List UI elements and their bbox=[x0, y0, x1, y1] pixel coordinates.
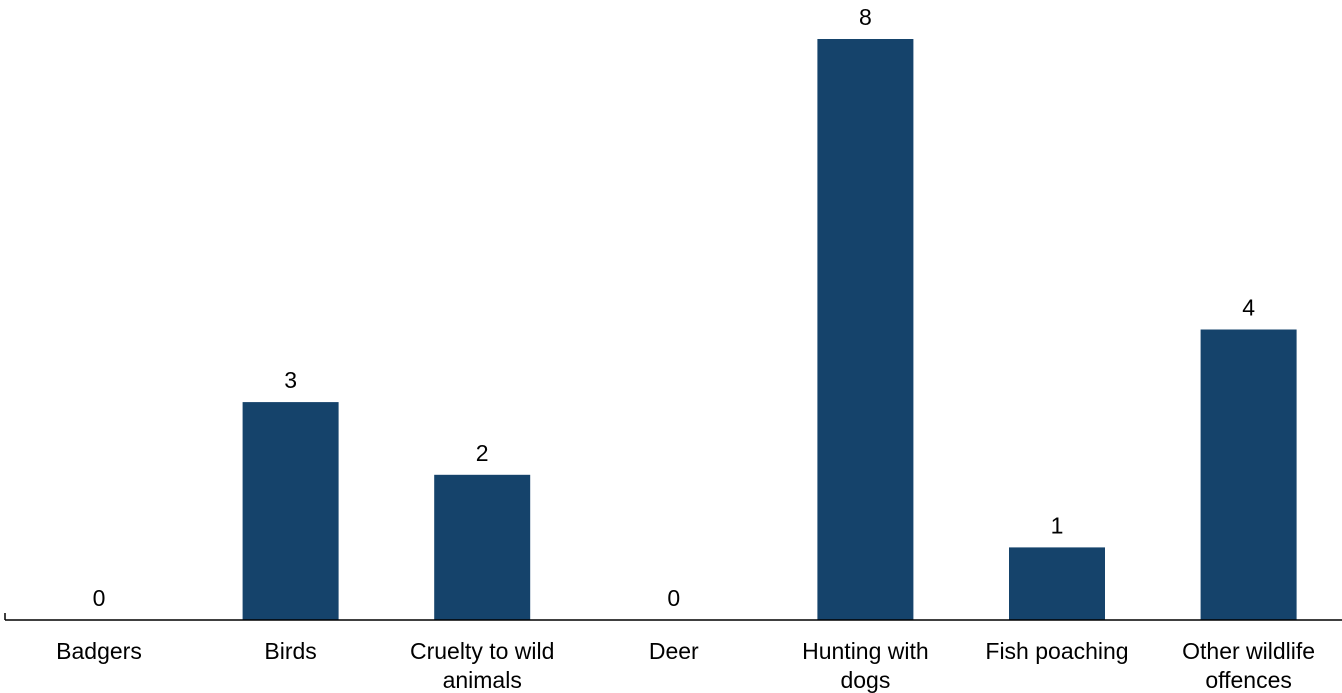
x-tick-label: Badgers bbox=[56, 638, 142, 664]
x-tick-label: Cruelty to wild animals bbox=[410, 638, 554, 693]
data-label: 0 bbox=[667, 585, 680, 611]
x-tick-label: Other wildlife offences bbox=[1182, 638, 1315, 693]
bar-other-wildlife-offences bbox=[1200, 329, 1297, 620]
bar-birds bbox=[242, 402, 339, 620]
x-tick-label: Deer bbox=[649, 638, 699, 664]
data-label: 1 bbox=[1051, 512, 1064, 538]
x-tick-label-line: Birds bbox=[264, 638, 316, 664]
data-label: 3 bbox=[284, 367, 297, 393]
bars-group bbox=[242, 39, 1297, 621]
x-tick-label-line: animals bbox=[443, 667, 522, 693]
data-label: 8 bbox=[859, 4, 872, 30]
x-tick-label-line: Cruelty to wild bbox=[410, 638, 554, 664]
data-labels-group: 0 3 2 0 8 1 4 bbox=[93, 4, 1256, 611]
data-label: 0 bbox=[93, 585, 106, 611]
x-tick-label: Birds bbox=[264, 638, 316, 664]
x-tick-label-line: Badgers bbox=[56, 638, 142, 664]
x-tick-label-line: Deer bbox=[649, 638, 699, 664]
bar-cruelty-to-wild-animals bbox=[434, 474, 531, 621]
x-tick-labels-group: Badgers Birds Cruelty to wild animals Deer Hu… bbox=[56, 638, 1315, 693]
bar-hunting-with-dogs bbox=[817, 39, 914, 620]
bar-fish-poaching bbox=[1009, 547, 1105, 620]
x-tick-label: Hunting with dogs bbox=[802, 638, 929, 693]
x-tick-label-line: offences bbox=[1205, 667, 1292, 693]
x-tick-label-line: Fish poaching bbox=[985, 638, 1128, 664]
x-tick-label: Fish poaching bbox=[985, 638, 1128, 664]
data-label: 2 bbox=[476, 440, 489, 466]
x-tick-label-line: Other wildlife bbox=[1182, 638, 1315, 664]
x-tick-label-line: dogs bbox=[840, 667, 890, 693]
x-tick-label-line: Hunting with bbox=[802, 638, 929, 664]
data-label: 4 bbox=[1242, 295, 1255, 321]
